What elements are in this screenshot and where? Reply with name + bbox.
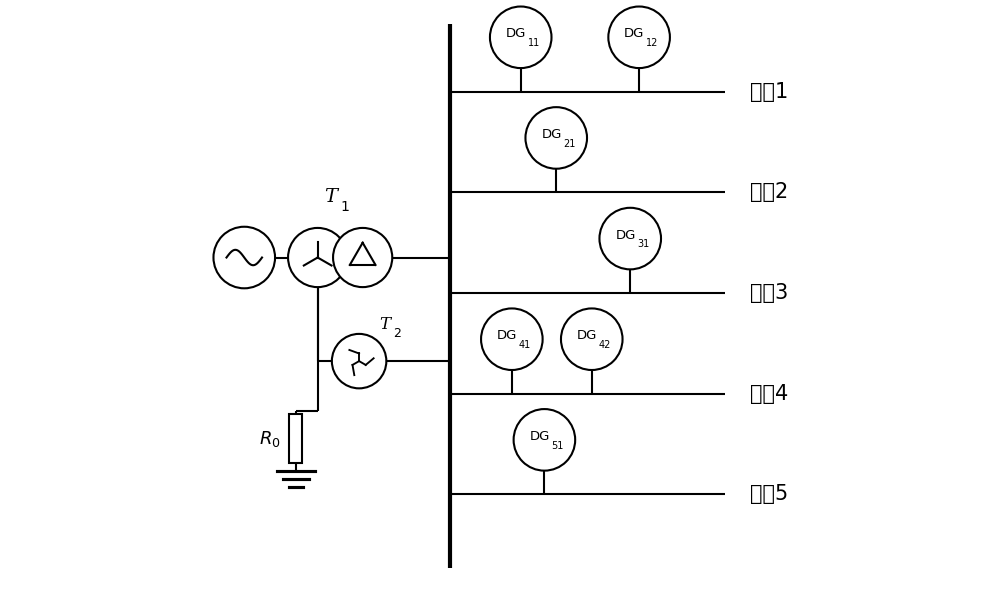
- Text: 11: 11: [528, 38, 540, 48]
- Text: T: T: [379, 316, 390, 333]
- Circle shape: [213, 227, 275, 288]
- Text: DG: DG: [615, 229, 636, 242]
- Text: $R_0$: $R_0$: [259, 429, 281, 449]
- Circle shape: [288, 228, 347, 287]
- Circle shape: [333, 228, 392, 287]
- Text: 21: 21: [563, 139, 575, 149]
- Text: 51: 51: [551, 441, 564, 451]
- Circle shape: [561, 308, 623, 370]
- Text: DG: DG: [497, 329, 517, 342]
- Text: DG: DG: [529, 430, 550, 443]
- Text: 馈煳5: 馈煳5: [750, 484, 788, 504]
- Circle shape: [490, 7, 552, 68]
- Text: DG: DG: [541, 128, 562, 141]
- Text: 馈煳1: 馈煳1: [750, 82, 788, 102]
- Text: T: T: [324, 188, 337, 205]
- Text: 1: 1: [340, 200, 349, 214]
- Circle shape: [599, 208, 661, 269]
- Bar: [289, 414, 302, 463]
- Circle shape: [332, 334, 386, 388]
- Circle shape: [481, 308, 543, 370]
- Text: 馈煳3: 馈煳3: [750, 283, 788, 303]
- Circle shape: [525, 107, 587, 169]
- Text: 12: 12: [646, 38, 658, 48]
- Text: DG: DG: [624, 27, 645, 40]
- Text: DG: DG: [506, 27, 526, 40]
- Text: 馈煳4: 馈煳4: [750, 384, 788, 404]
- Text: 馈煳2: 馈煳2: [750, 182, 788, 202]
- Text: 2: 2: [393, 327, 401, 340]
- Text: 31: 31: [637, 240, 649, 249]
- Text: DG: DG: [577, 329, 597, 342]
- Circle shape: [514, 409, 575, 471]
- Text: 41: 41: [519, 340, 531, 350]
- Circle shape: [608, 7, 670, 68]
- Text: 42: 42: [599, 340, 611, 350]
